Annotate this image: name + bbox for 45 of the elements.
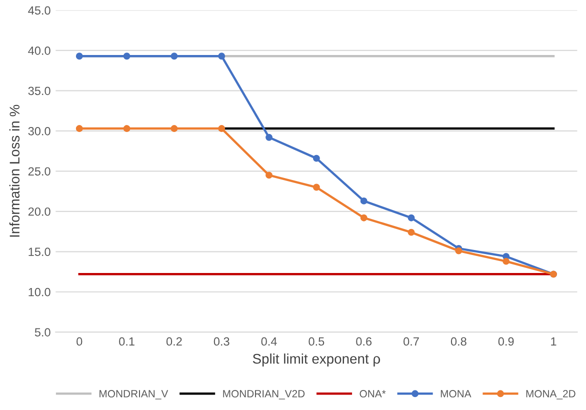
y-tick-label: 20.0 bbox=[28, 207, 50, 216]
legend-label: ONA* bbox=[360, 390, 386, 398]
point bbox=[455, 247, 462, 254]
legend-label: MONDRIAN_V bbox=[100, 390, 168, 400]
point bbox=[312, 184, 320, 191]
y-tick-label: 15.0 bbox=[28, 248, 50, 256]
y-tick-label: 40.0 bbox=[28, 46, 50, 55]
legend-label: MONA_2D bbox=[526, 390, 576, 400]
point bbox=[408, 214, 415, 222]
point bbox=[170, 125, 178, 132]
x-axis-title: Split limit exponent ρ bbox=[252, 354, 380, 366]
point bbox=[76, 125, 83, 132]
y-tick-label: 25.0 bbox=[28, 167, 50, 176]
y-tick-label: 5.0 bbox=[34, 328, 50, 336]
point bbox=[312, 154, 320, 162]
point bbox=[360, 214, 368, 222]
point bbox=[123, 125, 130, 132]
x-tick-label: 0.7 bbox=[404, 337, 419, 346]
point bbox=[218, 52, 226, 60]
point bbox=[218, 125, 226, 132]
x-tick-label: 0.6 bbox=[356, 337, 372, 346]
point bbox=[123, 52, 130, 60]
x-tick-label: 0 bbox=[76, 337, 82, 346]
legend-label: MONA bbox=[440, 390, 472, 398]
x-tick-label: 0.4 bbox=[261, 337, 277, 346]
point bbox=[360, 197, 368, 204]
point bbox=[408, 228, 415, 236]
point bbox=[502, 258, 510, 265]
x-tick-label: 0.5 bbox=[308, 337, 324, 346]
point bbox=[266, 134, 272, 141]
x-tick-label: 1 bbox=[551, 337, 556, 346]
y-tick-label: 35.0 bbox=[28, 86, 50, 96]
x-tick-label: 0.9 bbox=[498, 337, 514, 346]
legend-label: MONDRIAN_V2D bbox=[223, 390, 305, 400]
y-tick-label: 30.0 bbox=[28, 126, 50, 136]
y-axis-title: Information Loss in % bbox=[9, 104, 20, 237]
y-tick-label: 45.0 bbox=[28, 6, 50, 15]
point bbox=[76, 52, 83, 60]
y-tick-label: 10.0 bbox=[28, 288, 50, 296]
x-tick-label: 0.3 bbox=[214, 337, 230, 346]
point bbox=[266, 172, 272, 179]
x-tick-label: 0.8 bbox=[450, 337, 466, 346]
point bbox=[170, 52, 178, 60]
x-tick-label: 0.2 bbox=[166, 337, 182, 346]
x-tick-label: 0.1 bbox=[119, 337, 134, 346]
